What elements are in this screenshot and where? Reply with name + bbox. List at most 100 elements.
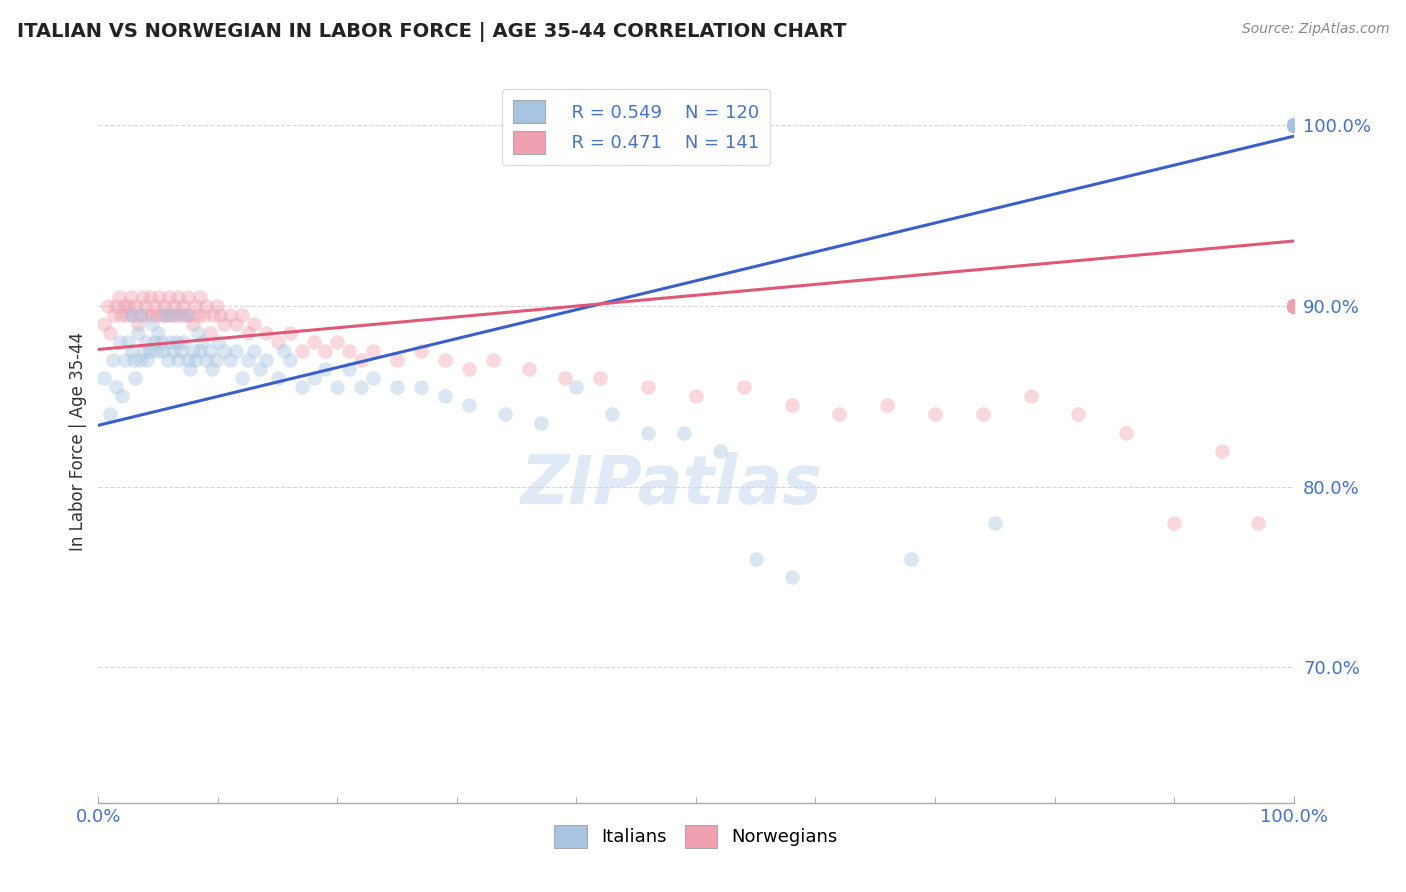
Point [1282, 119, 1305, 133]
Point [150, 308, 173, 322]
Point [209, 308, 232, 322]
Point [141, 317, 163, 331]
Point [132, 344, 155, 359]
Point [107, 290, 129, 304]
Point [156, 353, 179, 368]
Point [127, 326, 149, 340]
Point [1282, 119, 1305, 133]
Point [131, 290, 153, 304]
Point [114, 353, 136, 368]
Point [1282, 299, 1305, 313]
Point [159, 335, 181, 350]
Point [1282, 119, 1305, 133]
Point [212, 344, 235, 359]
Point [148, 290, 170, 304]
Point [326, 380, 349, 394]
Point [115, 308, 138, 322]
Point [120, 290, 142, 304]
Point [117, 299, 139, 313]
Point [434, 353, 457, 368]
Point [602, 408, 624, 422]
Point [1282, 299, 1305, 313]
Point [1282, 299, 1305, 313]
Point [219, 353, 242, 368]
Point [212, 317, 235, 331]
Point [589, 371, 612, 385]
Point [828, 408, 851, 422]
Point [302, 371, 325, 385]
Point [1282, 119, 1305, 133]
Point [673, 425, 696, 440]
Point [1282, 299, 1305, 313]
Point [165, 308, 187, 322]
Point [972, 408, 994, 422]
Point [101, 353, 124, 368]
Point [1282, 299, 1305, 313]
Point [112, 299, 135, 313]
Point [124, 353, 146, 368]
Text: ZIPatlas: ZIPatlas [522, 452, 823, 518]
Point [1282, 299, 1305, 313]
Point [120, 308, 142, 322]
Point [110, 308, 132, 322]
Point [350, 353, 373, 368]
Point [315, 344, 337, 359]
Point [363, 371, 385, 385]
Point [1282, 299, 1305, 313]
Point [481, 353, 505, 368]
Point [1282, 299, 1305, 313]
Point [1282, 119, 1305, 133]
Point [117, 335, 139, 350]
Point [97, 299, 120, 313]
Point [1282, 119, 1305, 133]
Point [1282, 299, 1305, 313]
Point [177, 290, 200, 304]
Point [1282, 299, 1305, 313]
Point [900, 552, 922, 566]
Point [1282, 119, 1305, 133]
Point [1282, 299, 1305, 313]
Point [530, 417, 553, 431]
Point [273, 344, 295, 359]
Point [1282, 299, 1305, 313]
Point [363, 344, 385, 359]
Point [1282, 119, 1305, 133]
Point [254, 326, 277, 340]
Point [174, 308, 197, 322]
Point [127, 317, 149, 331]
Point [225, 344, 247, 359]
Point [1282, 299, 1305, 313]
Point [179, 308, 201, 322]
Point [187, 308, 209, 322]
Point [111, 389, 134, 403]
Point [1067, 408, 1090, 422]
Point [149, 335, 172, 350]
Point [1282, 299, 1305, 313]
Point [517, 362, 540, 376]
Y-axis label: In Labor Force | Age 35-44: In Labor Force | Age 35-44 [69, 332, 87, 551]
Point [165, 335, 187, 350]
Point [1282, 299, 1305, 313]
Point [1282, 299, 1305, 313]
Point [1282, 299, 1305, 313]
Point [1282, 299, 1305, 313]
Point [139, 290, 162, 304]
Point [148, 326, 170, 340]
Text: ITALIAN VS NORWEGIAN IN LABOR FORCE | AGE 35-44 CORRELATION CHART: ITALIAN VS NORWEGIAN IN LABOR FORCE | AG… [17, 22, 846, 42]
Point [177, 353, 200, 368]
Point [1282, 299, 1305, 313]
Point [146, 308, 169, 322]
Point [172, 335, 194, 350]
Point [1282, 119, 1305, 133]
Point [195, 353, 218, 368]
Point [170, 308, 193, 322]
Point [1282, 299, 1305, 313]
Point [458, 398, 481, 412]
Point [1282, 119, 1305, 133]
Point [1282, 299, 1305, 313]
Point [278, 326, 301, 340]
Point [554, 371, 576, 385]
Point [1282, 299, 1305, 313]
Point [350, 380, 373, 394]
Point [1282, 299, 1305, 313]
